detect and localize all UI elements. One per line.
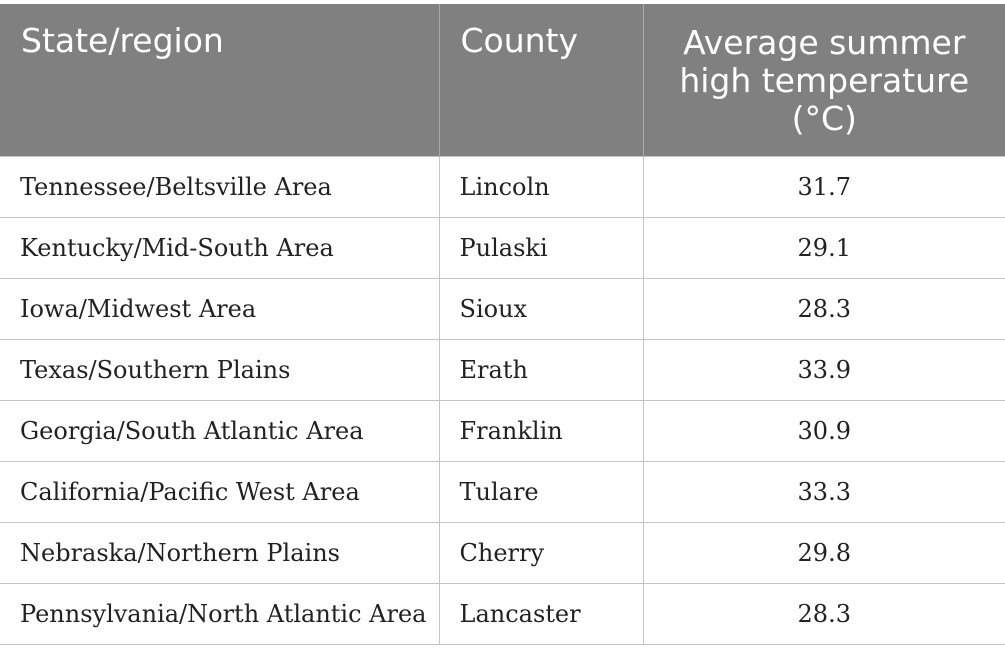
cell-temp: 28.3 [642,582,1005,645]
cell-county: Sioux [438,277,644,340]
cell-county: Lancaster [438,582,644,645]
table-row: Pennsylvania/North Atlantic Area Lancast… [0,582,1005,645]
cell-temp: 29.1 [642,216,1005,279]
header-row: State/region County Average summer high … [0,4,1005,156]
table-row: Iowa/Midwest Area Sioux 28.3 [0,277,1005,340]
table-row: Georgia/South Atlantic Area Franklin 30.… [0,399,1005,462]
cell-temp: 33.3 [642,460,1005,523]
cell-region: Tennessee/Beltsville Area [0,155,440,218]
cell-temp: 28.3 [642,277,1005,340]
header-temp-line-1: Average summer [683,23,966,62]
cell-county: Tulare [438,460,644,523]
cell-region: Georgia/South Atlantic Area [0,399,440,462]
data-table: State/region County Average summer high … [0,4,1005,645]
table-row: Texas/Southern Plains Erath 33.9 [0,338,1005,401]
cell-county: Franklin [438,399,644,462]
cell-county: Cherry [438,521,644,584]
header-avg-summer-high-temp: Average summer high temperature (°C) [642,4,1005,156]
cell-region: Pennsylvania/North Atlantic Area [0,582,440,645]
cell-county: Erath [438,338,644,401]
cell-county: Lincoln [438,155,644,218]
table-row: Tennessee/Beltsville Area Lincoln 31.7 [0,155,1005,218]
header-temp-line-2: high temperature [679,61,970,100]
table-row: Nebraska/Northern Plains Cherry 29.8 [0,521,1005,584]
cell-county: Pulaski [438,216,644,279]
cell-region: Iowa/Midwest Area [0,277,440,340]
table-body: Tennessee/Beltsville Area Lincoln 31.7 K… [0,155,1005,645]
table-row: California/Pacific West Area Tulare 33.3 [0,460,1005,523]
cell-region: Kentucky/Mid-South Area [0,216,440,279]
cell-region: California/Pacific West Area [0,460,440,523]
cell-region: Nebraska/Northern Plains [0,521,440,584]
cell-temp: 31.7 [642,155,1005,218]
cell-temp: 30.9 [642,399,1005,462]
cell-region: Texas/Southern Plains [0,338,440,401]
header-temp-unit: (°C) [791,99,857,138]
header-state-region: State/region [0,4,439,156]
cell-temp: 33.9 [642,338,1005,401]
cell-temp: 29.8 [642,521,1005,584]
table-header: State/region County Average summer high … [0,4,1005,156]
header-county: County [438,4,643,156]
table-row: Kentucky/Mid-South Area Pulaski 29.1 [0,216,1005,279]
